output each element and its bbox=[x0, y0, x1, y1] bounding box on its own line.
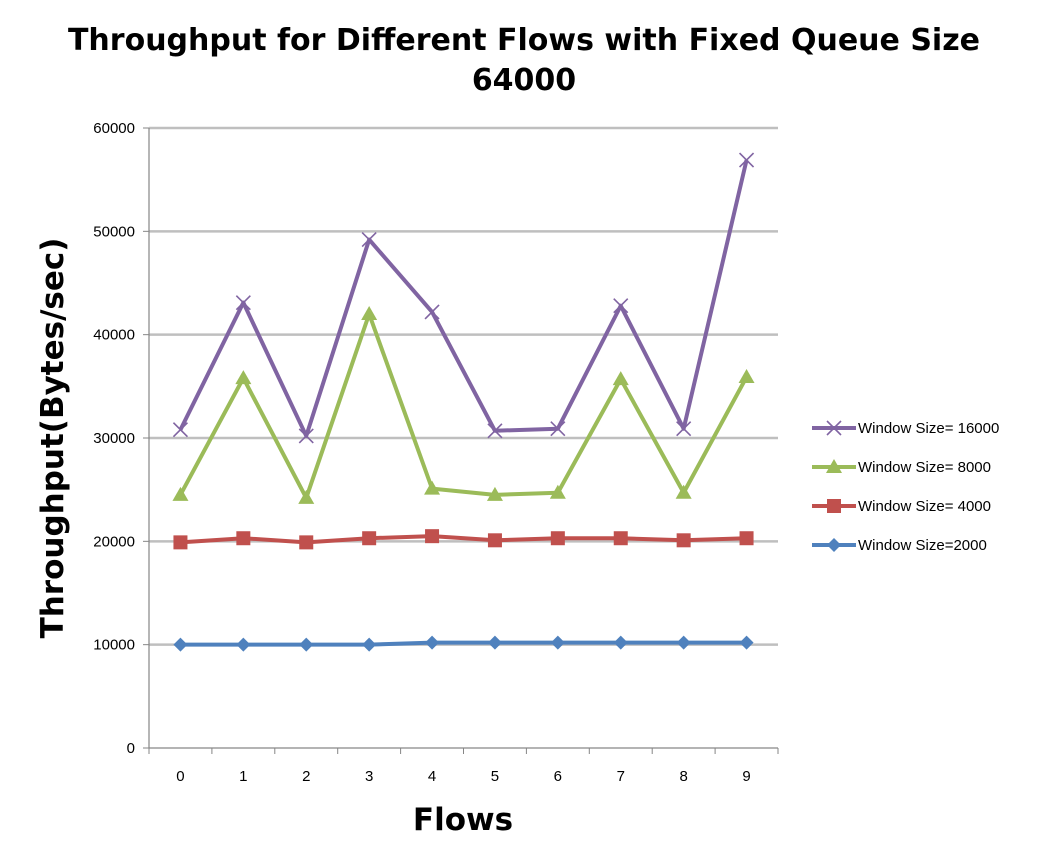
data-point bbox=[298, 489, 315, 504]
series-line bbox=[180, 640, 747, 647]
series-square bbox=[173, 529, 754, 550]
data-point bbox=[172, 422, 189, 438]
legend-item: Window Size= 4000 bbox=[812, 498, 991, 515]
data-point bbox=[299, 535, 314, 550]
x-tick-label: 7 bbox=[617, 768, 625, 785]
legend-item: Window Size= 8000 bbox=[812, 459, 991, 476]
legend-swatch-marker bbox=[827, 538, 841, 552]
data-point bbox=[236, 531, 251, 546]
data-point bbox=[675, 484, 692, 499]
data-point bbox=[613, 531, 628, 546]
series-diamond bbox=[173, 635, 754, 652]
y-tick-label: 50000 bbox=[93, 223, 135, 240]
data-point bbox=[173, 535, 188, 550]
series-line bbox=[178, 159, 749, 438]
series-x bbox=[172, 152, 755, 444]
legend-label: Window Size= 8000 bbox=[858, 459, 991, 476]
data-point bbox=[361, 306, 378, 320]
data-point bbox=[739, 635, 754, 650]
data-point bbox=[487, 533, 502, 548]
x-tick-label: 1 bbox=[239, 768, 247, 785]
y-axis-title: Throughput(Bytes/sec) bbox=[35, 238, 71, 639]
axes: 0 10000 20000 30000 40000 50000 60000 0 1 2 3 4 5 6 7 8… bbox=[93, 120, 779, 785]
legend-swatch-marker bbox=[826, 459, 842, 473]
legend-label: Window Size= 16000 bbox=[858, 420, 999, 437]
data-point bbox=[550, 531, 565, 546]
x-axis-title: Flows bbox=[413, 802, 513, 838]
data-point bbox=[676, 635, 691, 650]
legend-item: Window Size=2000 bbox=[812, 537, 987, 554]
data-point bbox=[550, 421, 566, 437]
data-point bbox=[236, 637, 251, 652]
data-point bbox=[550, 635, 565, 650]
series-line bbox=[178, 312, 749, 500]
y-tick-label: 40000 bbox=[93, 327, 135, 344]
x-tick-label: 0 bbox=[176, 768, 184, 785]
legend-label: Window Size= 4000 bbox=[858, 498, 991, 515]
legend: Window Size= 16000 Window Size= 8000 Windo… bbox=[812, 420, 999, 554]
data-point bbox=[425, 635, 440, 650]
x-tick-label: 4 bbox=[428, 768, 436, 785]
x-tick-label: 6 bbox=[554, 768, 562, 785]
y-tick-label: 0 bbox=[127, 740, 135, 757]
data-point bbox=[424, 304, 440, 320]
x-tick-label: 3 bbox=[365, 768, 373, 785]
data-point bbox=[676, 533, 691, 548]
x-tick-label: 8 bbox=[679, 768, 687, 785]
data-point bbox=[362, 531, 377, 546]
data-point bbox=[487, 635, 502, 650]
series-lines bbox=[172, 152, 755, 652]
x-tick-label: 5 bbox=[491, 768, 499, 785]
series-line bbox=[180, 534, 747, 545]
data-point bbox=[425, 529, 440, 544]
legend-label: Window Size=2000 bbox=[858, 537, 987, 554]
series-triangle bbox=[172, 306, 755, 504]
data-point bbox=[172, 486, 189, 501]
data-point bbox=[299, 637, 314, 652]
x-tick-label: 2 bbox=[302, 768, 310, 785]
data-point bbox=[738, 152, 755, 168]
y-tick-label: 30000 bbox=[93, 430, 135, 447]
data-point bbox=[361, 232, 377, 248]
data-point bbox=[612, 371, 629, 386]
data-point bbox=[487, 423, 503, 439]
data-point bbox=[362, 637, 377, 652]
data-point bbox=[486, 486, 503, 501]
data-point bbox=[298, 428, 314, 444]
chart-title: Throughput for Different Flows with Fixe… bbox=[68, 23, 980, 58]
data-point bbox=[549, 484, 566, 499]
data-point bbox=[739, 531, 754, 546]
data-point bbox=[676, 421, 692, 437]
data-point bbox=[424, 480, 441, 495]
data-point bbox=[613, 298, 629, 314]
data-point bbox=[235, 370, 252, 385]
data-point bbox=[738, 369, 755, 384]
gridlines bbox=[149, 126, 778, 646]
data-point bbox=[173, 637, 188, 652]
legend-swatch-marker bbox=[827, 499, 841, 513]
legend-swatch-marker bbox=[826, 420, 842, 436]
data-point bbox=[235, 295, 251, 311]
y-tick-label: 10000 bbox=[93, 637, 135, 654]
y-tick-label: 60000 bbox=[93, 120, 135, 137]
data-point bbox=[613, 635, 628, 650]
x-tick-label: 9 bbox=[742, 768, 750, 785]
y-tick-label: 20000 bbox=[93, 533, 135, 550]
legend-item: Window Size= 16000 bbox=[812, 420, 999, 437]
chart-title-line-2: 64000 bbox=[472, 63, 576, 98]
